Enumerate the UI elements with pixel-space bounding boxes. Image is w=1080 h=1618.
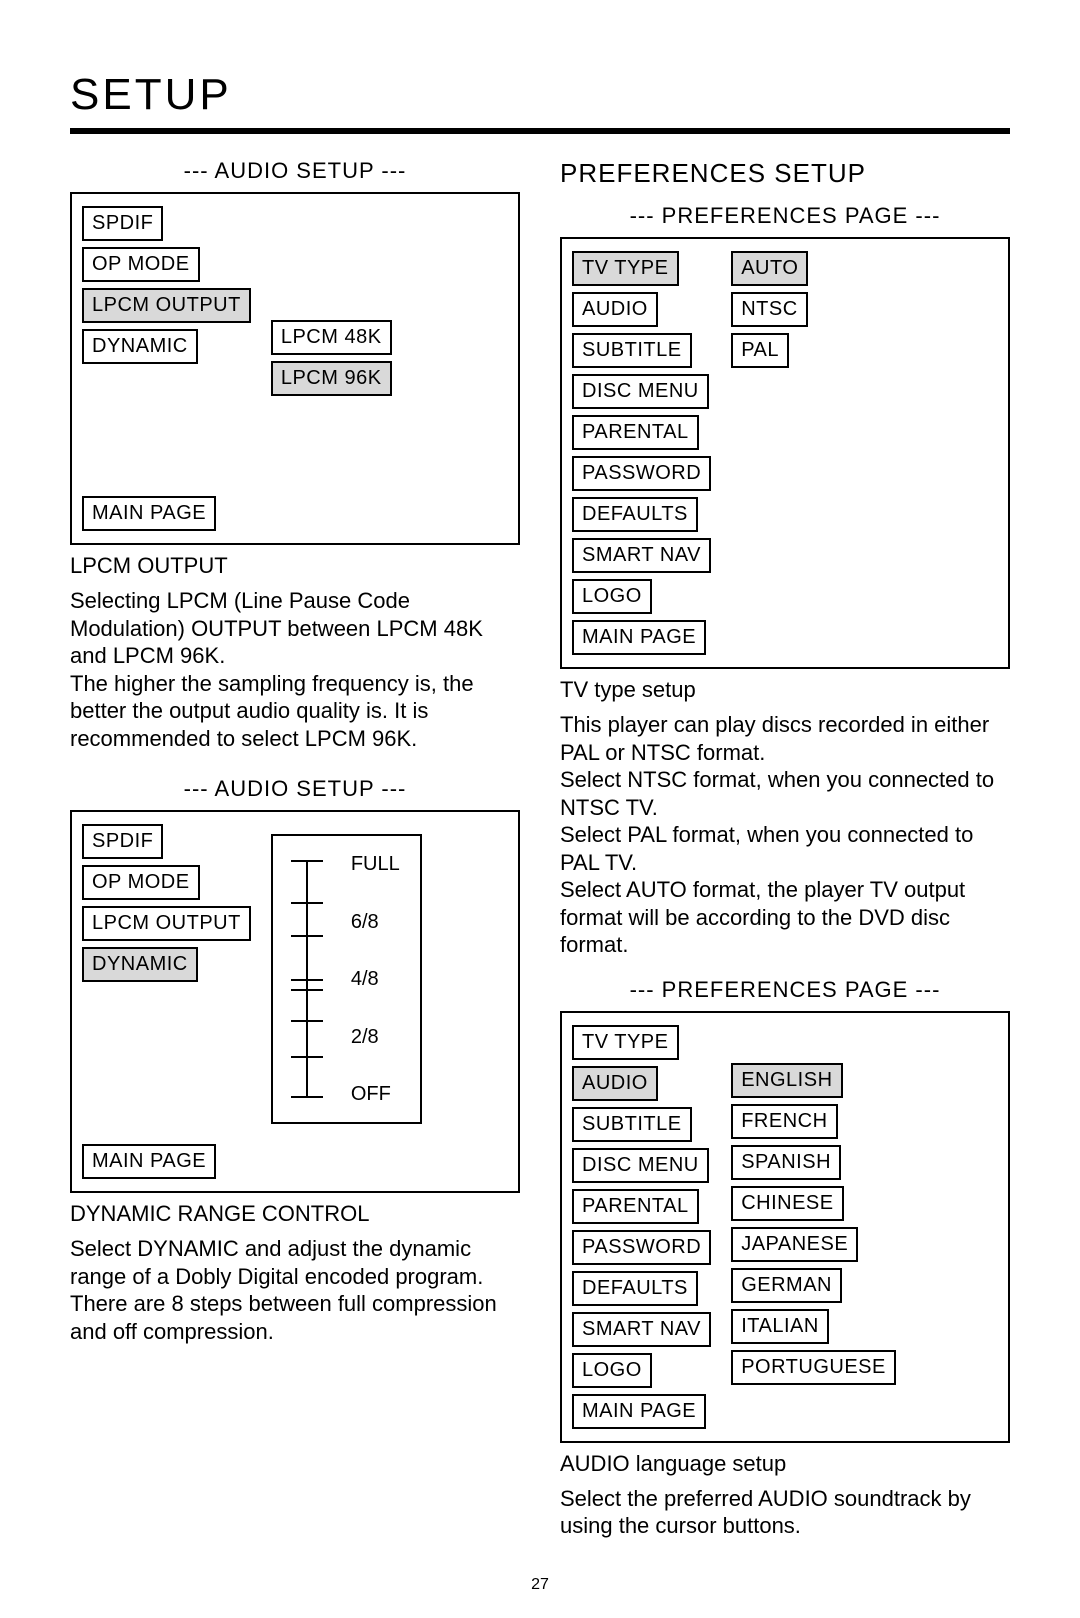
pref2-subtitle[interactable]: SUBTITLE <box>572 1107 692 1142</box>
audio-setup-1-box: SPDIF OP MODE LPCM OUTPUT DYNAMIC MAIN P… <box>70 192 520 545</box>
lpcm-heading: LPCM OUTPUT <box>70 553 520 579</box>
pref-defaults[interactable]: DEFAULTS <box>572 497 698 532</box>
right-column: PREFERENCES SETUP --- PREFERENCES PAGE -… <box>560 158 1010 1540</box>
pref-page-1-title: --- PREFERENCES PAGE --- <box>560 203 1010 229</box>
dynamic-body: Select DYNAMIC and adjust the dynamic ra… <box>70 1235 520 1345</box>
title-rule <box>70 128 1010 134</box>
menu-item-dynamic[interactable]: DYNAMIC <box>82 329 198 364</box>
pref-logo[interactable]: LOGO <box>572 579 652 614</box>
menu-item-dynamic-2[interactable]: DYNAMIC <box>82 947 198 982</box>
dynamic-slider[interactable]: FULL 6/8 4/8 2/8 OFF <box>271 834 422 1124</box>
option-italian[interactable]: ITALIAN <box>731 1309 829 1344</box>
slider-labels: FULL 6/8 4/8 2/8 OFF <box>351 850 400 1108</box>
pref2-parental[interactable]: PARENTAL <box>572 1189 699 1224</box>
audio-setup-1-options: LPCM 48K LPCM 96K <box>271 320 392 396</box>
pref-page-1-items: TV TYPE AUDIO SUBTITLE DISC MENU PARENTA… <box>572 251 711 655</box>
pref2-audio[interactable]: AUDIO <box>572 1066 658 1101</box>
slider-label-2-8: 2/8 <box>351 1025 400 1049</box>
audio-setup-2-title: --- AUDIO SETUP --- <box>70 776 520 802</box>
pref-page-2-box: TV TYPE AUDIO SUBTITLE DISC MENU PARENTA… <box>560 1011 1010 1443</box>
audio-lang-heading: AUDIO language setup <box>560 1451 1010 1477</box>
slider-label-6-8: 6/8 <box>351 910 400 934</box>
menu-item-opmode[interactable]: OP MODE <box>82 247 200 282</box>
option-german[interactable]: GERMAN <box>731 1268 842 1303</box>
pref2-main-page[interactable]: MAIN PAGE <box>572 1394 706 1429</box>
menu-item-opmode-2[interactable]: OP MODE <box>82 865 200 900</box>
option-japanese[interactable]: JAPANESE <box>731 1227 858 1262</box>
menu-item-spdif[interactable]: SPDIF <box>82 206 163 241</box>
audio-setup-1-title: --- AUDIO SETUP --- <box>70 158 520 184</box>
option-pal[interactable]: PAL <box>731 333 789 368</box>
slider-label-off: OFF <box>351 1082 400 1106</box>
menu-item-main-page[interactable]: MAIN PAGE <box>82 496 216 531</box>
menu-item-lpcm-output[interactable]: LPCM OUTPUT <box>82 288 251 323</box>
pref-disc-menu[interactable]: DISC MENU <box>572 374 709 409</box>
pref2-logo[interactable]: LOGO <box>572 1353 652 1388</box>
pref-page-2-title: --- PREFERENCES PAGE --- <box>560 977 1010 1003</box>
option-lpcm-96k[interactable]: LPCM 96K <box>271 361 392 396</box>
option-ntsc[interactable]: NTSC <box>731 292 807 327</box>
pref-page-2-options: ENGLISH FRENCH SPANISH CHINESE JAPANESE … <box>731 1063 896 1385</box>
option-auto[interactable]: AUTO <box>731 251 808 286</box>
audio-lang-body: Select the preferred AUDIO soundtrack by… <box>560 1485 1010 1540</box>
page-title: SETUP <box>70 70 1010 120</box>
preferences-setup-title: PREFERENCES SETUP <box>560 158 1010 189</box>
pref-main-page[interactable]: MAIN PAGE <box>572 620 706 655</box>
slider-label-full: FULL <box>351 852 400 876</box>
pref2-defaults[interactable]: DEFAULTS <box>572 1271 698 1306</box>
option-english[interactable]: ENGLISH <box>731 1063 842 1098</box>
option-chinese[interactable]: CHINESE <box>731 1186 843 1221</box>
pref2-tv-type[interactable]: TV TYPE <box>572 1025 679 1060</box>
pref-tv-type[interactable]: TV TYPE <box>572 251 679 286</box>
lpcm-body: Selecting LPCM (Line Pause Code Modulati… <box>70 587 520 752</box>
slider-label-4-8: 4/8 <box>351 967 400 991</box>
slider-track <box>289 850 325 1108</box>
pref-page-2-items: TV TYPE AUDIO SUBTITLE DISC MENU PARENTA… <box>572 1025 711 1429</box>
pref-audio[interactable]: AUDIO <box>572 292 658 327</box>
menu-item-main-page-2[interactable]: MAIN PAGE <box>82 1144 216 1179</box>
option-french[interactable]: FRENCH <box>731 1104 837 1139</box>
pref-parental[interactable]: PARENTAL <box>572 415 699 450</box>
option-lpcm-48k[interactable]: LPCM 48K <box>271 320 392 355</box>
menu-item-spdif-2[interactable]: SPDIF <box>82 824 163 859</box>
pref-page-1-options: AUTO NTSC PAL <box>731 251 808 368</box>
audio-setup-1-items: SPDIF OP MODE LPCM OUTPUT DYNAMIC MAIN P… <box>82 206 251 531</box>
pref2-disc-menu[interactable]: DISC MENU <box>572 1148 709 1183</box>
columns: --- AUDIO SETUP --- SPDIF OP MODE LPCM O… <box>70 158 1010 1540</box>
pref-smart-nav[interactable]: SMART NAV <box>572 538 711 573</box>
menu-item-lpcm-output-2[interactable]: LPCM OUTPUT <box>82 906 251 941</box>
pref-password[interactable]: PASSWORD <box>572 456 711 491</box>
pref2-smart-nav[interactable]: SMART NAV <box>572 1312 711 1347</box>
dynamic-heading: DYNAMIC RANGE CONTROL <box>70 1201 520 1227</box>
pref-subtitle[interactable]: SUBTITLE <box>572 333 692 368</box>
audio-setup-2-items: SPDIF OP MODE LPCM OUTPUT DYNAMIC MAIN P… <box>82 824 251 1179</box>
left-column: --- AUDIO SETUP --- SPDIF OP MODE LPCM O… <box>70 158 520 1540</box>
pref-page-1-box: TV TYPE AUDIO SUBTITLE DISC MENU PARENTA… <box>560 237 1010 669</box>
audio-setup-2-box: SPDIF OP MODE LPCM OUTPUT DYNAMIC MAIN P… <box>70 810 520 1193</box>
pref2-password[interactable]: PASSWORD <box>572 1230 711 1265</box>
page-number: 27 <box>0 1576 1080 1594</box>
option-portuguese[interactable]: PORTUGUESE <box>731 1350 896 1385</box>
tv-type-body: This player can play discs recorded in e… <box>560 711 1010 959</box>
option-spanish[interactable]: SPANISH <box>731 1145 841 1180</box>
tv-type-heading: TV type setup <box>560 677 1010 703</box>
